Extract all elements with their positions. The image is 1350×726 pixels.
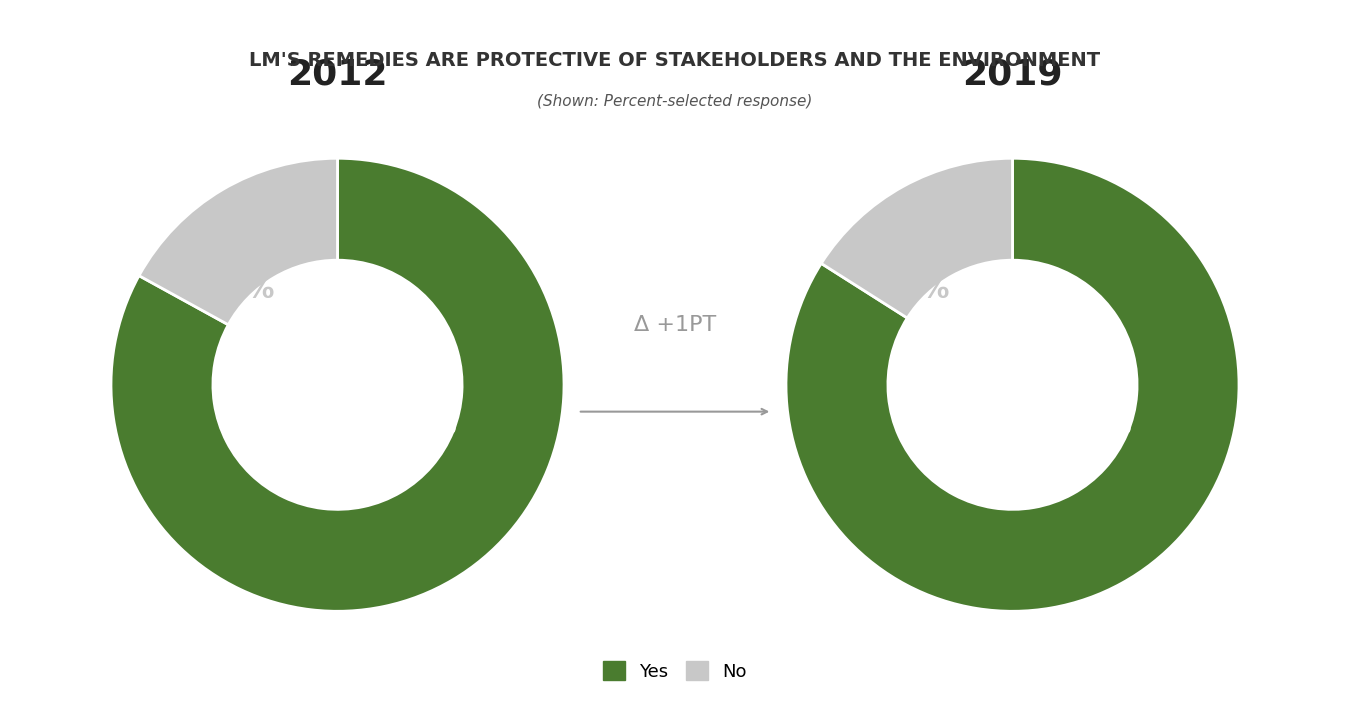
Legend: Yes, No: Yes, No xyxy=(595,654,755,688)
Text: 83%: 83% xyxy=(390,412,456,439)
Wedge shape xyxy=(821,158,1012,318)
Text: LM'S REMEDIES ARE PROTECTIVE OF STAKEHOLDERS AND THE ENVIRONMENT: LM'S REMEDIES ARE PROTECTIVE OF STAKEHOL… xyxy=(250,51,1100,70)
Text: Δ +1PT: Δ +1PT xyxy=(634,315,716,335)
Wedge shape xyxy=(139,158,338,325)
Text: 17%: 17% xyxy=(209,276,275,303)
Wedge shape xyxy=(786,158,1239,611)
Text: 84%: 84% xyxy=(1065,412,1131,439)
Wedge shape xyxy=(111,158,564,611)
Title: 2012: 2012 xyxy=(288,58,387,92)
Text: (Shown: Percent-selected response): (Shown: Percent-selected response) xyxy=(537,94,813,110)
Text: 16%: 16% xyxy=(884,276,950,303)
Title: 2019: 2019 xyxy=(963,58,1062,92)
